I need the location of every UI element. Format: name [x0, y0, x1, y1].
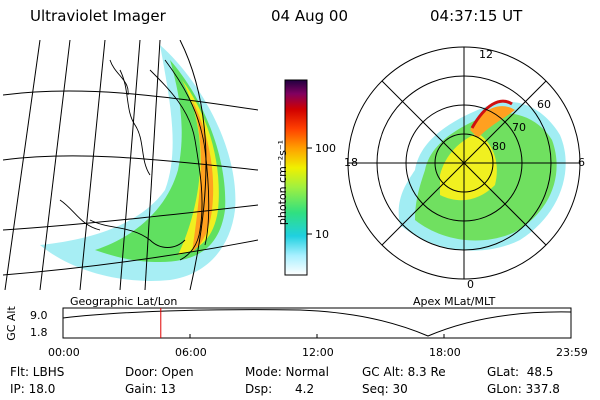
geographic-map	[3, 40, 258, 290]
info-mode: Mode: Normal	[245, 365, 329, 379]
aurora-green-band	[95, 60, 226, 262]
mlat-label-70: 70	[512, 121, 526, 134]
info-gc-alt: GC Alt: 8.3 Re	[362, 365, 446, 379]
orbit-altitude-curve	[62, 309, 572, 337]
info-door: Door: Open	[125, 365, 194, 379]
mlat-label-80: 80	[492, 140, 506, 153]
colorbar	[284, 79, 308, 276]
instrument-title: Ultraviolet Imager	[30, 7, 166, 25]
colorbar-label-10: 10	[315, 228, 329, 241]
info-ip: IP: 18.0	[10, 382, 56, 396]
polar-aurora-yellow	[440, 133, 497, 201]
aurora-orange-band	[192, 100, 214, 252]
colorbar-label-100: 100	[315, 142, 336, 155]
mlat-label-60: 60	[537, 98, 551, 111]
polar-aurora-orange	[470, 106, 515, 138]
coastlines	[59, 59, 210, 261]
mlt-label-0: 0	[467, 278, 474, 291]
info-glat: GLat: 48.5	[487, 365, 554, 379]
info-glon: GLon: 337.8	[487, 382, 560, 396]
geo-panel-caption: Geographic Lat/Lon	[70, 295, 178, 308]
geo-grid	[3, 40, 258, 290]
timeline-xtick-2359: 23:59	[556, 346, 588, 359]
info-seq: Seq: 30	[362, 382, 408, 396]
polar-plot	[347, 46, 581, 280]
timeline-plot	[62, 307, 572, 339]
mlt-label-6: 6	[578, 156, 585, 169]
colorbar-axis-label: photon cm⁻²s⁻¹	[276, 139, 290, 226]
info-gain: Gain: 13	[125, 382, 176, 396]
timeline-xtick-1200: 12:00	[302, 346, 334, 359]
timeline-ytick-9: 9.0	[30, 309, 48, 322]
timeline-ytick-1-8: 1.8	[30, 326, 48, 339]
info-flt: Flt: LBHS	[10, 365, 65, 379]
mlt-label-18: 18	[344, 156, 358, 169]
timeline-xtick-0000: 00:00	[48, 346, 80, 359]
timeline-xtick-0600: 06:00	[175, 346, 207, 359]
polar-aurora-red	[470, 99, 513, 129]
polar-grid	[347, 46, 581, 280]
time-label: 04:37:15 UT	[430, 7, 523, 25]
date-label: 04 Aug 00	[271, 7, 348, 25]
timeline-xtick-1800: 18:00	[429, 346, 461, 359]
polar-panel-caption: Apex MLat/MLT	[413, 295, 496, 308]
info-dsp: Dsp: 4.2	[245, 382, 315, 396]
mlt-label-12: 12	[479, 48, 493, 61]
timeline-ylabel: GC Alt	[4, 306, 18, 341]
